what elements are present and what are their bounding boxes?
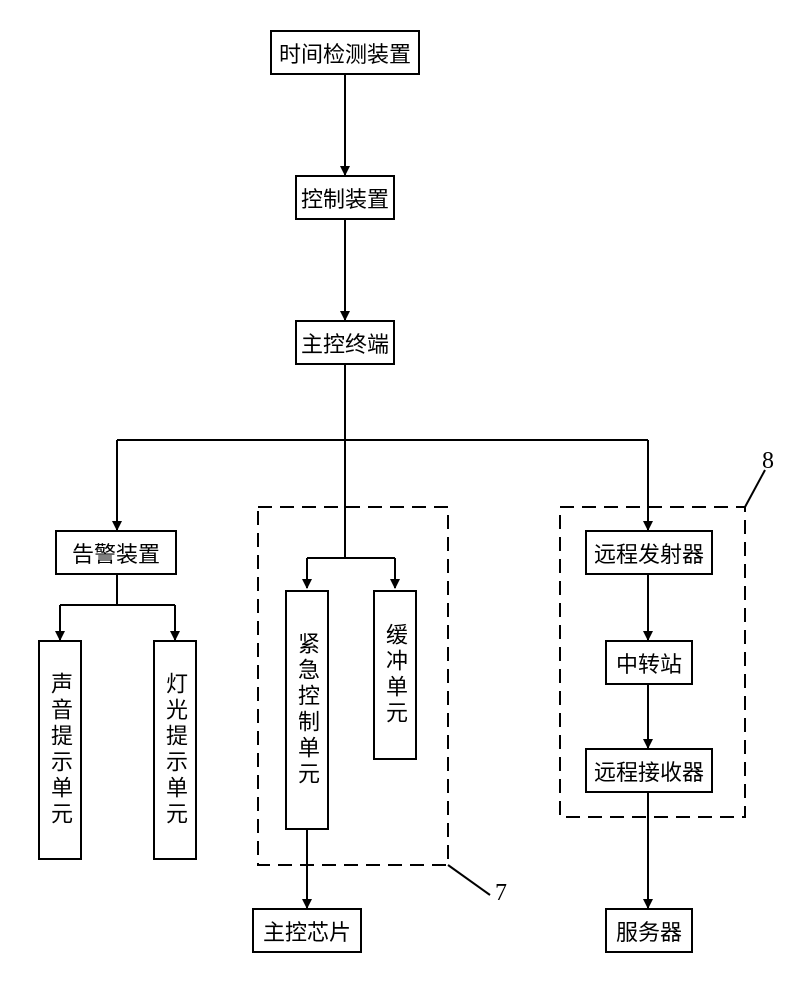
node-label: 主控终端 bbox=[301, 327, 389, 359]
node-main-terminal: 主控终端 bbox=[295, 320, 395, 365]
node-remote-tx: 远程发射器 bbox=[585, 530, 713, 575]
node-label: 时间检测装置 bbox=[279, 37, 411, 69]
group-label-7: 7 bbox=[495, 880, 507, 907]
group-label-8: 8 bbox=[762, 448, 774, 475]
node-light-prompt: 灯光提示单元 bbox=[153, 640, 197, 860]
node-label: 缓冲单元 bbox=[379, 623, 411, 727]
node-label: 告警装置 bbox=[72, 537, 160, 569]
node-emergency-ctrl: 紧急控制单元 bbox=[285, 590, 329, 830]
node-relay-station: 中转站 bbox=[605, 640, 693, 685]
node-control-device: 控制装置 bbox=[295, 175, 395, 220]
node-label: 灯光提示单元 bbox=[159, 672, 191, 828]
node-label: 主控芯片 bbox=[263, 915, 351, 947]
node-label: 远程接收器 bbox=[594, 755, 704, 787]
node-label: 服务器 bbox=[616, 915, 682, 947]
node-label: 远程发射器 bbox=[594, 537, 704, 569]
node-alarm-device: 告警装置 bbox=[55, 530, 177, 575]
node-remote-rx: 远程接收器 bbox=[585, 748, 713, 793]
flowchart-canvas: 时间检测装置 控制装置 主控终端 告警装置 声音提示单元 灯光提示单元 紧急控制… bbox=[0, 0, 786, 1000]
node-buffer-unit: 缓冲单元 bbox=[373, 590, 417, 760]
node-label: 紧急控制单元 bbox=[291, 632, 323, 788]
node-label: 控制装置 bbox=[301, 182, 389, 214]
node-time-detect: 时间检测装置 bbox=[270, 30, 420, 75]
node-label: 声音提示单元 bbox=[44, 672, 76, 828]
connections-layer bbox=[0, 0, 786, 1000]
node-sound-prompt: 声音提示单元 bbox=[38, 640, 82, 860]
node-main-chip: 主控芯片 bbox=[252, 908, 362, 953]
node-label: 中转站 bbox=[616, 647, 682, 679]
node-server: 服务器 bbox=[605, 908, 693, 953]
